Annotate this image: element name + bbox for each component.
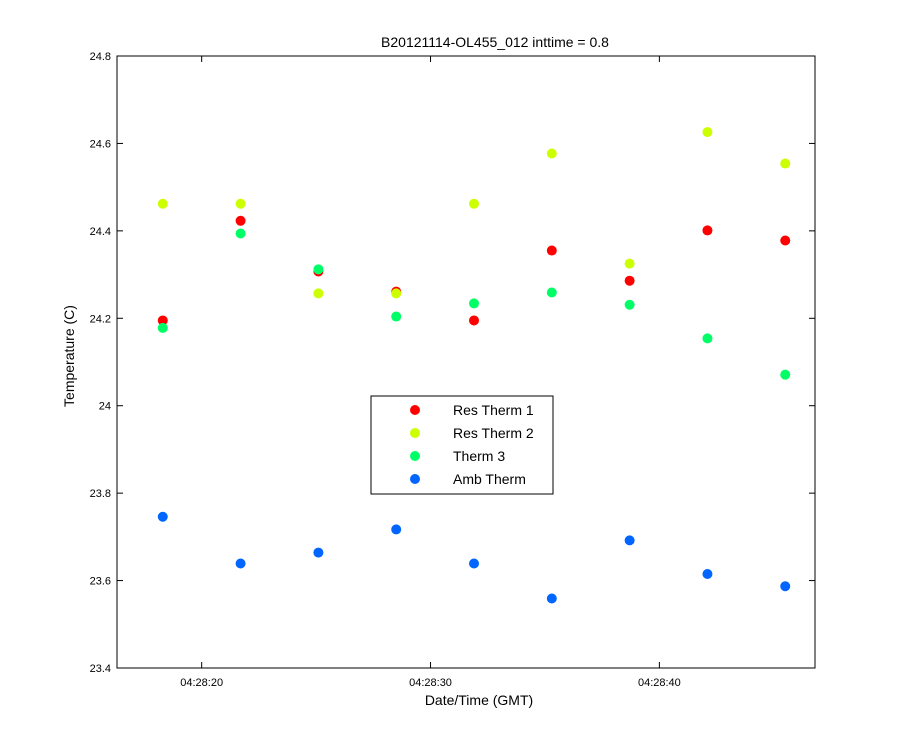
legend-label: Amb Therm <box>453 471 526 487</box>
x-tick-label: 04:28:30 <box>409 677 452 689</box>
series-res-therm-2 <box>157 127 791 299</box>
y-tick-label: 24.4 <box>90 226 111 238</box>
data-point <box>235 228 246 239</box>
data-point <box>702 333 713 344</box>
y-tick-label: 24.8 <box>90 51 111 63</box>
legend-label: Res Therm 2 <box>453 425 534 441</box>
data-point <box>780 235 791 246</box>
data-point <box>157 322 168 333</box>
data-point <box>157 511 168 522</box>
series-therm-3 <box>157 228 791 380</box>
data-point <box>313 547 324 558</box>
legend-label: Res Therm 1 <box>453 402 534 418</box>
data-point <box>391 524 402 535</box>
legend-item: Therm 3 <box>410 448 505 464</box>
legend-marker <box>410 451 420 461</box>
data-point <box>546 245 557 256</box>
data-point <box>235 558 246 569</box>
y-tick-label: 23.4 <box>90 663 111 675</box>
data-point <box>624 258 635 269</box>
chart-title: B20121114-OL455_012 inttime = 0.8 <box>381 34 609 50</box>
data-point <box>624 299 635 310</box>
legend-label: Therm 3 <box>453 448 505 464</box>
data-points <box>157 127 791 604</box>
x-tick-label: 04:28:40 <box>638 677 681 689</box>
data-point <box>469 558 480 569</box>
y-tick-label: 24.2 <box>90 313 111 325</box>
legend-item: Res Therm 2 <box>410 425 534 441</box>
data-point <box>780 158 791 169</box>
data-point <box>546 287 557 298</box>
x-axis-label: Date/Time (GMT) <box>425 692 533 708</box>
legend-item: Res Therm 1 <box>410 402 534 418</box>
legend-item: Amb Therm <box>410 471 526 487</box>
legend-marker <box>410 474 420 484</box>
data-point <box>157 315 168 326</box>
series-amb-therm <box>157 511 791 604</box>
data-point <box>780 581 791 592</box>
data-point <box>702 569 713 580</box>
y-tick-label: 23.6 <box>90 576 111 588</box>
y-tick-label: 23.8 <box>90 488 111 500</box>
data-point <box>391 311 402 322</box>
series-res-therm-1 <box>157 215 791 326</box>
y-axis-label: Temperature (C) <box>61 305 77 407</box>
data-point <box>313 264 324 275</box>
legend-entries: Res Therm 1 Res Therm 2 Therm 3 Amb Therm <box>410 402 534 487</box>
data-point <box>469 315 480 326</box>
legend-box <box>370 395 554 495</box>
data-point <box>157 198 168 209</box>
data-point <box>391 288 402 299</box>
data-point <box>702 127 713 138</box>
plot-area <box>116 55 816 669</box>
data-point <box>313 288 324 299</box>
y-tick-label: 24 <box>99 401 111 413</box>
data-point <box>780 369 791 380</box>
data-point <box>235 215 246 226</box>
y-tick-label: 24.6 <box>90 138 111 150</box>
data-point <box>624 535 635 546</box>
data-point <box>702 225 713 236</box>
data-point <box>546 148 557 159</box>
y-axis: 23.4 23.6 23.8 24 24.2 24.4 24.6 24.8 <box>90 51 815 675</box>
legend: Res Therm 1 Res Therm 2 Therm 3 Amb Therm <box>370 395 554 495</box>
legend-marker <box>410 428 420 438</box>
legend-marker <box>410 405 420 415</box>
x-axis: 04:28:20 04:28:30 04:28:40 <box>180 56 681 689</box>
data-point <box>624 275 635 286</box>
data-point <box>235 198 246 209</box>
data-point <box>469 298 480 309</box>
data-point <box>469 198 480 209</box>
data-point <box>546 593 557 604</box>
x-tick-label: 04:28:20 <box>180 677 223 689</box>
